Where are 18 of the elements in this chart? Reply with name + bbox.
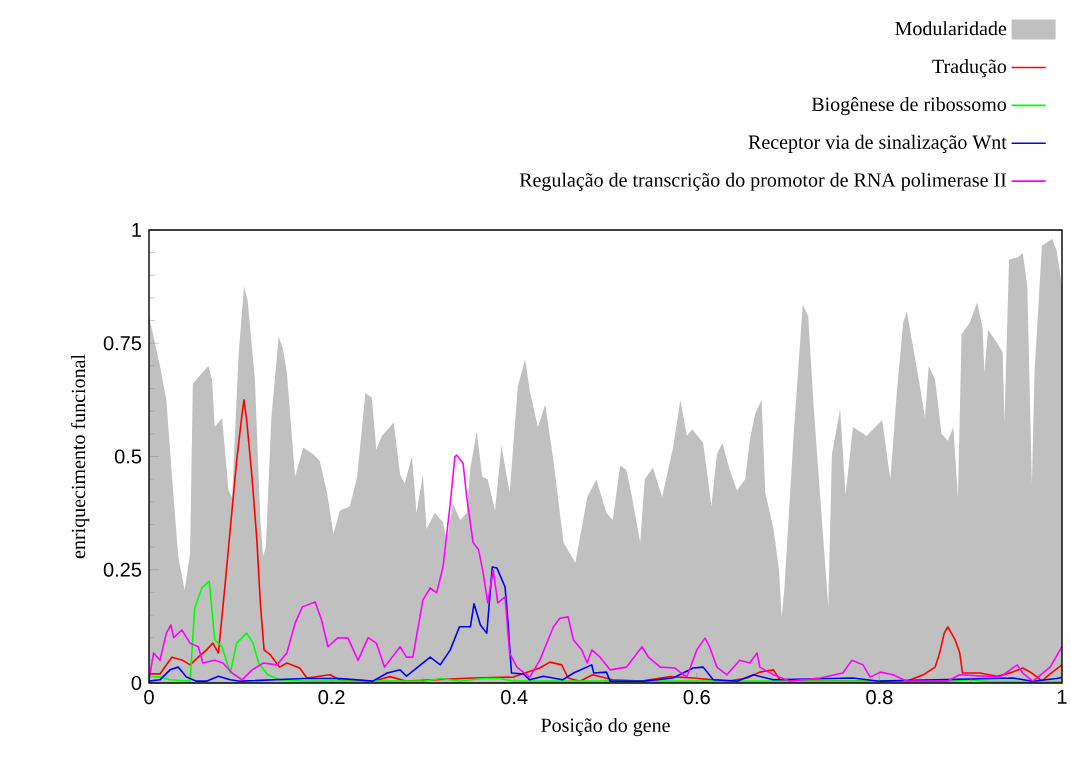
x-tick-label: 1 bbox=[1057, 690, 1067, 704]
x-axis-title: Posição do gene bbox=[541, 717, 670, 737]
legend-label: Biogênese de ribossomo bbox=[811, 96, 1007, 116]
x-tick-label: 0 bbox=[144, 690, 154, 705]
legend-label: Receptor via de sinalização Wnt bbox=[748, 134, 1007, 153]
x-tick-label: 0.2 bbox=[318, 690, 345, 705]
legend-label: Tradução bbox=[932, 59, 1007, 78]
x-tick-label: 0.8 bbox=[866, 690, 893, 705]
x-tick-label: 0.4 bbox=[501, 690, 528, 705]
y-tick-label: 0 bbox=[131, 675, 142, 691]
y-tick-label: 0.5 bbox=[114, 449, 142, 464]
y-tick-label: 0.25 bbox=[103, 562, 142, 577]
y-axis-title: enriquecimento funcional bbox=[70, 354, 90, 559]
legend-label: Regulação de transcrição do promotor de RNA polimerase II bbox=[519, 172, 1007, 191]
x-tick-label: 0.6 bbox=[683, 690, 710, 705]
y-tick-label: 1 bbox=[132, 223, 141, 237]
y-tick-label: 0.75 bbox=[103, 336, 142, 351]
legend-label: Modularidade bbox=[895, 21, 1007, 36]
